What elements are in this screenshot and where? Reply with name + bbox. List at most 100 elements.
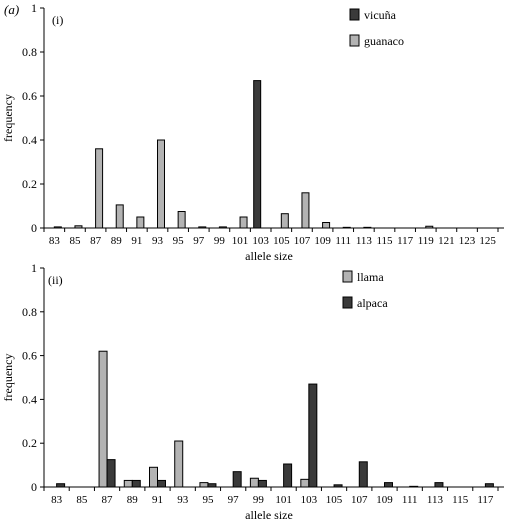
bar-guanaco-105 [280, 213, 289, 229]
bar-alpaca-91 [157, 479, 166, 488]
bar-guanaco-93 [157, 139, 165, 229]
bar-llama-103 [300, 478, 310, 488]
x-tick-label: 95 [173, 235, 185, 247]
bar-alpaca-101 [283, 463, 293, 488]
x-tick-label: 93 [152, 235, 164, 247]
bar-llama-95 [199, 482, 209, 488]
y-axis-title: frequency [1, 94, 15, 142]
x-tick-label: 85 [76, 494, 88, 506]
y-tick-label: 0.4 [22, 392, 37, 406]
x-tick-label: 107 [351, 494, 368, 506]
y-tick-label: 0.6 [22, 89, 37, 103]
y-tick-label: 0.2 [22, 177, 37, 191]
bar-alpaca-95 [207, 483, 217, 488]
bar-alpaca-87 [106, 459, 116, 488]
x-tick-label: 99 [214, 235, 226, 247]
x-tick-label: 89 [127, 494, 139, 506]
x-tick-label: 93 [177, 494, 189, 506]
x-tick-label: 99 [253, 494, 265, 506]
x-tick-label: 97 [193, 235, 205, 247]
legend-swatch-guanaco [349, 34, 360, 47]
x-tick-label: 117 [477, 494, 494, 506]
bar-guanaco-89 [115, 204, 124, 229]
bar-alpaca-117 [484, 483, 494, 488]
bar-guanaco-107 [301, 192, 310, 229]
x-tick-label: 125 [479, 235, 496, 247]
x-tick-label: 103 [252, 235, 269, 247]
legend-swatch-vicuña [349, 8, 360, 21]
bar-llama-87 [98, 350, 108, 488]
y-tick-label: 0.8 [22, 305, 37, 319]
y-tick-label: 0.4 [22, 133, 37, 147]
bar-alpaca-109 [384, 482, 393, 488]
bar-vicuña-103 [253, 80, 262, 229]
x-tick-label: 109 [314, 235, 331, 247]
legend-label-alpaca: alpaca [357, 296, 388, 310]
bar-llama-99 [249, 477, 259, 488]
bar-guanaco-109 [322, 222, 331, 229]
x-tick-label: 113 [356, 235, 373, 247]
legend-swatch-llama [342, 270, 353, 283]
x-tick-label: 83 [49, 235, 61, 247]
legend: vicuña guanaco [349, 8, 404, 48]
x-tick-label: 121 [438, 235, 455, 247]
legend-label-vicuña: vicuña [364, 8, 397, 22]
bar-guanaco-95 [177, 211, 186, 229]
y-tick-label: 1 [31, 261, 37, 275]
bar-llama-93 [174, 440, 184, 488]
bar-guanaco-101 [239, 216, 248, 229]
bar-alpaca-105 [333, 484, 343, 488]
x-tick-label: 83 [51, 494, 63, 506]
x-tick-label: 89 [111, 235, 123, 247]
bar-alpaca-99 [257, 479, 267, 488]
chart-panel-1: 0 0.2 0.4 0.6 0.8 1 frequency 83 85 87 89 91 93 95 97 9… [1, 1, 504, 263]
legend: llama alpaca [342, 270, 388, 310]
bar-guanaco-83 [53, 226, 62, 229]
x-tick-label: 91 [131, 235, 142, 247]
bar-guanaco-99 [218, 226, 227, 229]
x-axis-title: allele size [245, 249, 293, 263]
x-tick-label: 117 [397, 235, 414, 247]
x-tick-label: 97 [228, 494, 240, 506]
bar-alpaca-83 [56, 483, 66, 488]
x-tick-label: 91 [152, 494, 163, 506]
x-tick-label: 85 [69, 235, 81, 247]
x-tick-label: 123 [459, 235, 476, 247]
x-tick-label: 105 [273, 235, 290, 247]
bar-guanaco-111 [342, 226, 351, 229]
y-tick-label: 1 [31, 1, 37, 15]
y-tick-label: 0 [31, 480, 37, 494]
x-tick-label: 105 [326, 494, 343, 506]
x-tick-label: 111 [335, 235, 351, 247]
panel-label: (ii) [48, 273, 63, 287]
x-tick-label: 95 [202, 494, 214, 506]
bar-guanaco-91 [136, 216, 145, 229]
bar-guanaco-119 [425, 225, 434, 229]
bar-alpaca-89 [131, 479, 141, 488]
x-axis-title: allele size [245, 508, 293, 520]
bar-guanaco-85 [74, 225, 83, 229]
figure-label: (a) [4, 2, 20, 17]
x-tick-label: 115 [452, 494, 469, 506]
legend-swatch-alpaca [342, 296, 353, 309]
bar-guanaco-113 [363, 226, 372, 229]
bar-llama-91 [149, 466, 158, 488]
y-tick-label: 0.8 [22, 45, 37, 59]
chart-panel-2: 0 0.2 0.4 0.6 0.8 1 frequency 83 85 87 89 91 93 95 97 9… [1, 261, 504, 520]
bar-alpaca-113 [434, 482, 444, 488]
x-tick-label: 119 [418, 235, 435, 247]
y-axis-title: frequency [1, 354, 15, 402]
y-tick-label: 0.2 [22, 436, 37, 450]
bar-alpaca-103 [308, 383, 318, 488]
x-tick-label: 109 [376, 494, 393, 506]
y-tick-label: 0.6 [22, 349, 37, 363]
bar-llama-89 [123, 479, 133, 488]
x-tick-label: 87 [102, 494, 114, 506]
bar-guanaco-87 [95, 148, 104, 229]
x-tick-label: 87 [90, 235, 102, 247]
x-tick-label: 101 [275, 494, 292, 506]
x-tick-label: 107 [294, 235, 311, 247]
y-tick-label: 0 [31, 221, 37, 235]
bar-alpaca-111 [409, 485, 419, 488]
bar-guanaco-97 [198, 226, 207, 229]
